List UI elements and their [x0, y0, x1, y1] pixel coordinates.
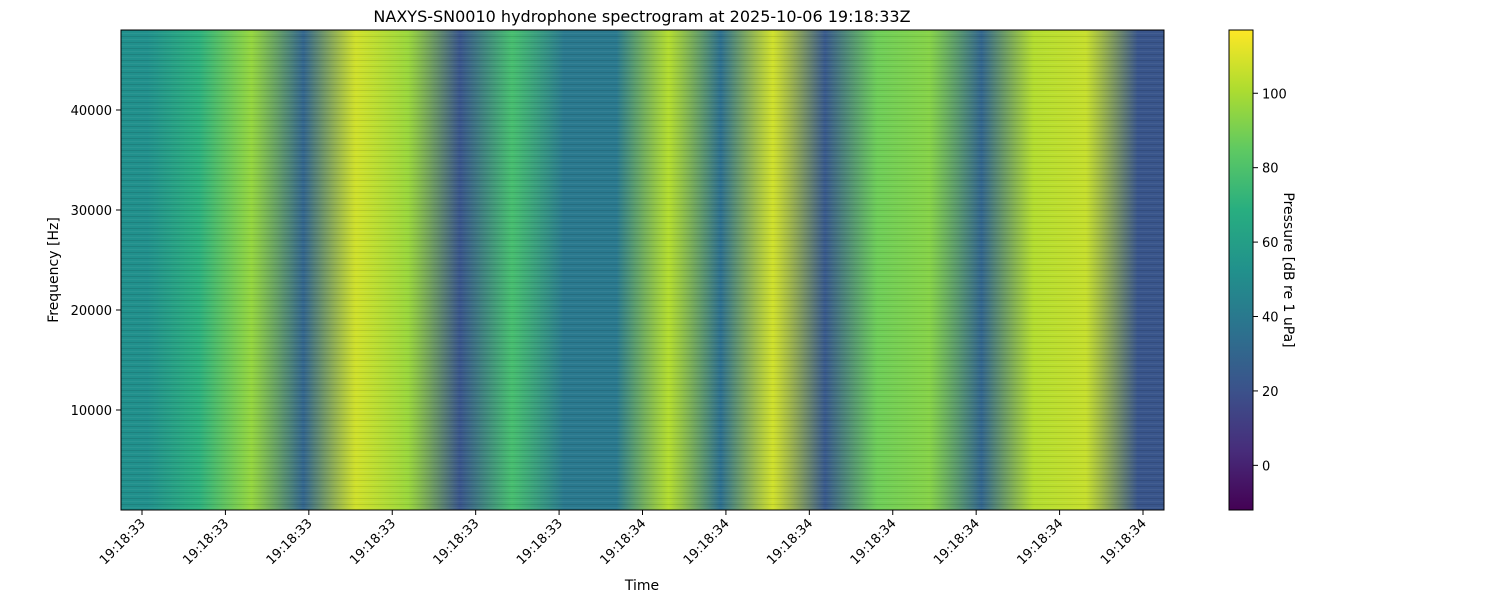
- x-tick-label: 19:18:33: [347, 516, 399, 568]
- colorbar-tick-label: 40: [1262, 311, 1279, 326]
- x-tick-label: 19:18:33: [514, 516, 566, 568]
- x-tick-label: 19:18:33: [431, 516, 483, 568]
- colorbar-ticks: 0 20 40 60 80 100: [1253, 87, 1287, 474]
- heatmap-texture: [121, 30, 1164, 510]
- x-tick-label: 19:18:34: [931, 516, 983, 568]
- chart-title: NAXYS-SN0010 hydrophone spectrogram at 2…: [373, 7, 910, 26]
- colorbar-tick-label: 100: [1262, 87, 1287, 102]
- x-axis: 19:18:33 19:18:33 19:18:33 19:18:33 19:18:33…: [97, 510, 1150, 568]
- x-tick-label: 19:18:34: [1098, 516, 1150, 568]
- heatmap-area: [121, 30, 1164, 510]
- y-tick-label: 20000: [71, 304, 112, 319]
- y-tick-label: 40000: [71, 104, 112, 119]
- y-axis-label: Frequency [Hz]: [46, 217, 62, 323]
- x-tick-label: 19:18:33: [97, 516, 149, 568]
- colorbar: [1228, 29, 1254, 511]
- x-axis-label: Time: [624, 578, 659, 594]
- colorbar-tick-label: 60: [1262, 236, 1279, 251]
- x-tick-label: 19:18:34: [1015, 516, 1067, 568]
- x-tick-label: 19:18:34: [764, 516, 816, 568]
- x-tick-label: 19:18:33: [264, 516, 316, 568]
- colorbar-tick-label: 20: [1262, 385, 1279, 400]
- y-tick-label: 30000: [71, 204, 112, 219]
- x-tick-label: 19:18:33: [180, 516, 232, 568]
- y-axis: 10000 20000 30000 40000: [71, 104, 121, 419]
- colorbar-tick-label: 0: [1262, 459, 1270, 474]
- colorbar-label: Pressure [dB re 1 uPa]: [1280, 192, 1296, 347]
- x-tick-label: 19:18:34: [681, 516, 733, 568]
- colorbar-tick-label: 80: [1262, 162, 1279, 177]
- y-tick-label: 10000: [71, 404, 112, 419]
- x-tick-label: 19:18:34: [848, 516, 900, 568]
- x-tick-label: 19:18:34: [597, 516, 649, 568]
